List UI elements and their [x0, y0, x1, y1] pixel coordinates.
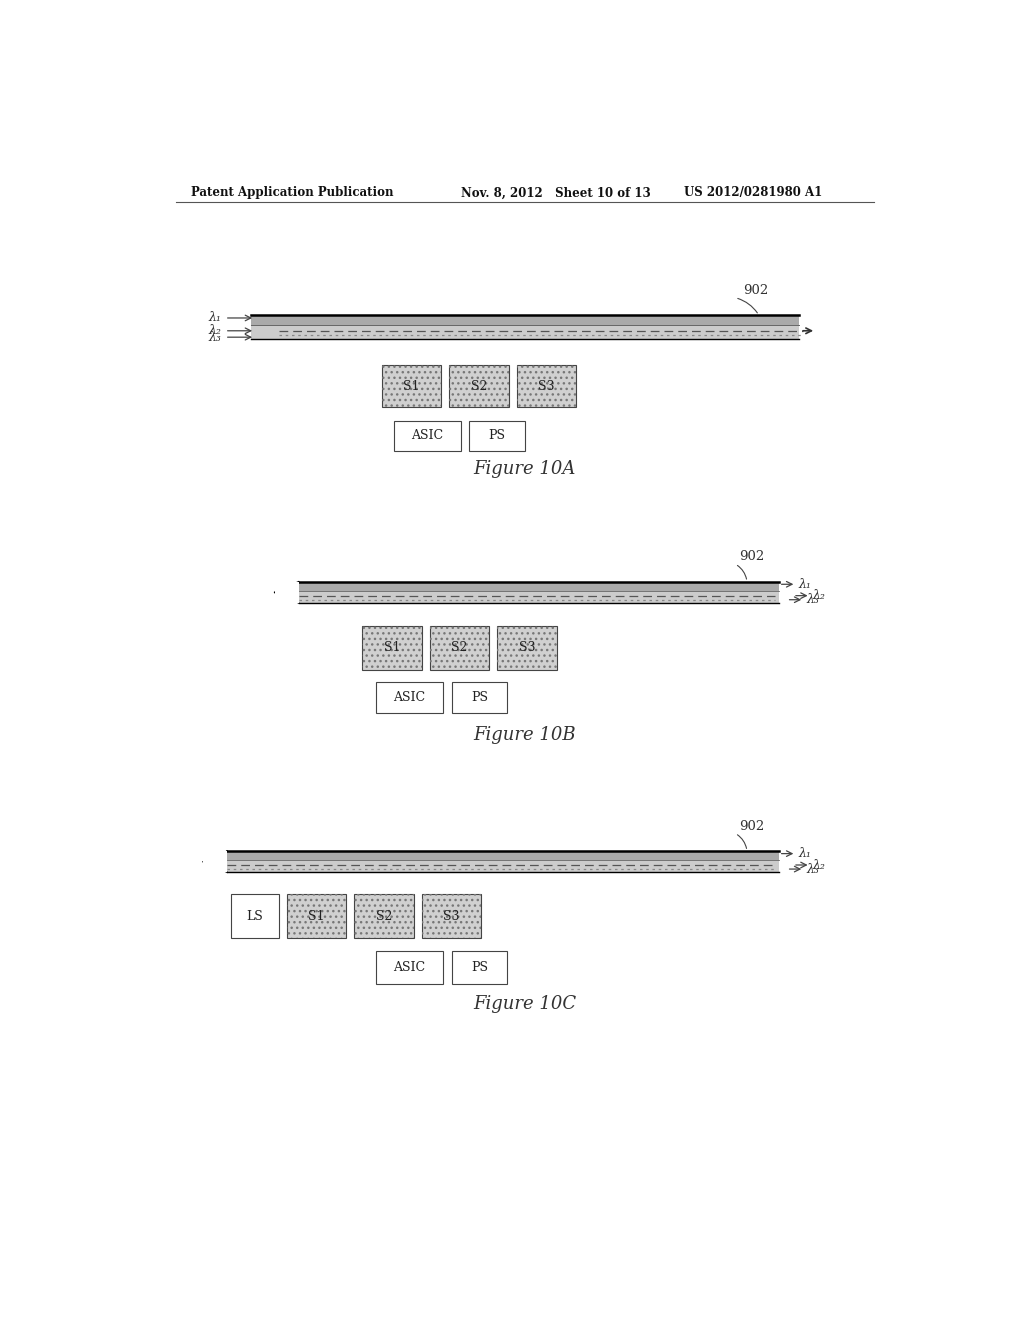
Bar — [274, 582, 779, 603]
Bar — [517, 364, 577, 408]
Text: S2: S2 — [471, 380, 487, 392]
Text: Figure 10A: Figure 10A — [474, 461, 575, 478]
Text: Figure 10C: Figure 10C — [473, 995, 577, 1012]
Text: λ₃: λ₃ — [807, 593, 819, 606]
Text: λ₃: λ₃ — [209, 331, 221, 343]
Bar — [422, 894, 481, 939]
Bar — [376, 682, 443, 713]
Bar — [394, 421, 462, 451]
Text: S2: S2 — [376, 909, 392, 923]
Bar — [430, 626, 489, 669]
Text: λ₂: λ₂ — [813, 858, 825, 871]
Bar — [497, 626, 557, 669]
Bar — [251, 315, 799, 325]
Text: λ₁: λ₁ — [799, 847, 811, 861]
Text: ASIC: ASIC — [393, 692, 425, 704]
Text: S2: S2 — [452, 642, 468, 655]
Bar — [450, 364, 509, 408]
Bar — [274, 582, 779, 591]
Text: Patent Application Publication: Patent Application Publication — [191, 186, 394, 199]
Text: S1: S1 — [308, 909, 325, 923]
Polygon shape — [274, 582, 299, 603]
Text: US 2012/0281980 A1: US 2012/0281980 A1 — [684, 186, 822, 199]
Bar — [422, 894, 481, 939]
Bar — [452, 952, 507, 983]
Bar — [430, 626, 489, 669]
Bar — [204, 851, 778, 873]
Bar — [362, 626, 422, 669]
Text: Nov. 8, 2012   Sheet 10 of 13: Nov. 8, 2012 Sheet 10 of 13 — [461, 186, 651, 199]
Bar — [354, 894, 414, 939]
Bar — [382, 364, 441, 408]
Text: S1: S1 — [384, 642, 400, 655]
Text: λ₁: λ₁ — [799, 578, 811, 591]
Text: ASIC: ASIC — [412, 429, 443, 442]
Text: S1: S1 — [403, 380, 420, 392]
Bar — [469, 421, 524, 451]
Text: PS: PS — [471, 692, 488, 704]
Text: λ₃: λ₃ — [807, 862, 819, 875]
Bar — [450, 364, 509, 408]
Text: ASIC: ASIC — [393, 961, 425, 974]
Bar — [517, 364, 577, 408]
Bar — [251, 315, 799, 339]
Polygon shape — [204, 851, 227, 873]
Bar — [362, 626, 422, 669]
Text: λ₂: λ₂ — [813, 589, 825, 602]
Text: 902: 902 — [739, 550, 764, 564]
Text: Figure 10B: Figure 10B — [473, 726, 577, 743]
Bar — [231, 894, 279, 939]
Bar — [204, 851, 778, 861]
Bar — [287, 894, 346, 939]
Bar — [382, 364, 441, 408]
Text: PS: PS — [471, 961, 488, 974]
Text: LS: LS — [247, 909, 263, 923]
Text: λ₁: λ₁ — [209, 312, 221, 325]
Text: 902: 902 — [743, 284, 768, 297]
Bar — [497, 626, 557, 669]
Text: S3: S3 — [518, 642, 535, 655]
Text: S3: S3 — [443, 909, 460, 923]
Text: PS: PS — [488, 429, 506, 442]
Text: 902: 902 — [739, 820, 764, 833]
Bar — [354, 894, 414, 939]
Bar — [376, 952, 443, 983]
Bar — [452, 682, 507, 713]
Bar — [287, 894, 346, 939]
Text: λ₂: λ₂ — [209, 325, 221, 338]
Text: S3: S3 — [539, 380, 555, 392]
